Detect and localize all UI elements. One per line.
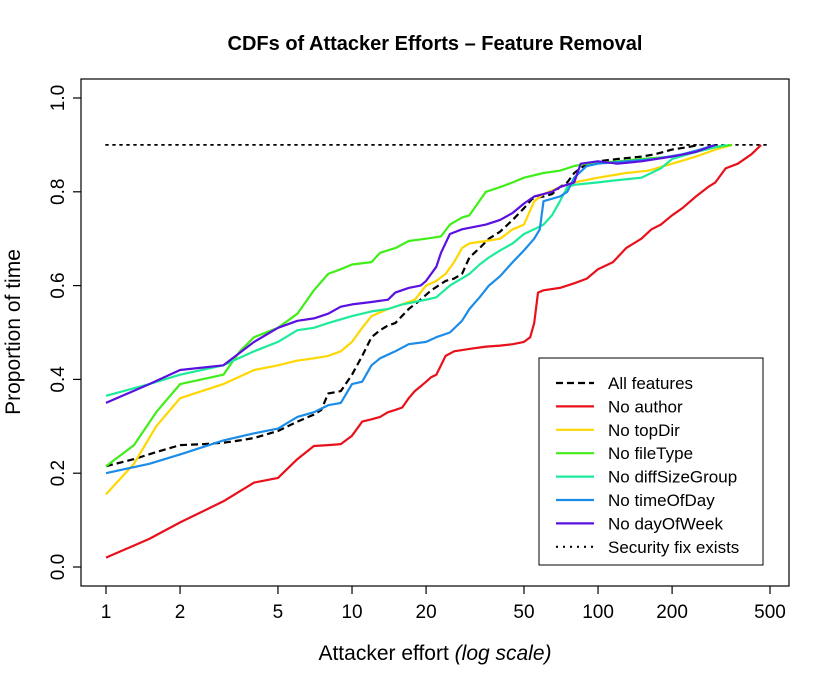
y-tick-label: 0.8: [48, 179, 69, 205]
legend-label-1: No author: [608, 397, 683, 416]
x-axis: 1 2 5 10 20 50 100 200 500: [101, 586, 786, 623]
x-tick-label: 5: [273, 602, 284, 623]
series-line-3: [105, 143, 733, 468]
x-axis-label: Attacker effort (log scale): [318, 642, 551, 665]
legend: All features No author No topDir No fileTyp…: [538, 357, 764, 566]
legend-label-6: No dayOfWeek: [608, 514, 723, 533]
x-tick-label: 2: [175, 602, 186, 623]
x-tick-label: 100: [582, 602, 614, 623]
legend-label-0: All features: [608, 374, 693, 393]
y-axis: 0.0 0.2 0.4 0.6 0.8 1.0: [48, 85, 81, 580]
series-line-5: [105, 143, 716, 475]
plot-frame: [80, 78, 790, 587]
legend-label-3: No fileType: [608, 444, 693, 463]
x-axis-label-suffix: (log scale): [455, 642, 552, 665]
y-tick-label: 0.6: [48, 272, 69, 298]
legend-label-7: Security fix exists: [608, 538, 739, 557]
legend-label-4: No diffSizeGroup: [608, 468, 737, 487]
series-line-4: [105, 143, 726, 397]
series-line-0: [105, 143, 701, 468]
chart-title: CDFs of Attacker Efforts – Feature Remov…: [228, 33, 643, 55]
x-axis-label-main: Attacker effort: [318, 642, 449, 665]
y-tick-label: 0.0: [48, 554, 69, 580]
series-line-6: [105, 143, 716, 404]
x-tick-label: 200: [656, 602, 688, 623]
series-line-1: [105, 144, 762, 559]
series-line-2: [105, 143, 733, 496]
x-tick-label: 20: [416, 602, 437, 623]
x-tick-label: 10: [341, 602, 362, 623]
x-tick-label: 1: [101, 602, 112, 623]
legend-box: [538, 357, 764, 566]
legend-label-5: No timeOfDay: [608, 491, 715, 510]
y-axis-label: Proportion of time: [2, 249, 25, 415]
y-tick-label: 0.2: [48, 460, 69, 486]
x-tick-label: 500: [754, 602, 786, 623]
legend-label-2: No topDir: [608, 421, 680, 440]
y-tick-label: 1.0: [48, 85, 69, 111]
x-tick-label: 50: [513, 602, 534, 623]
series-layer: [105, 143, 771, 559]
y-tick-label: 0.4: [48, 366, 69, 393]
